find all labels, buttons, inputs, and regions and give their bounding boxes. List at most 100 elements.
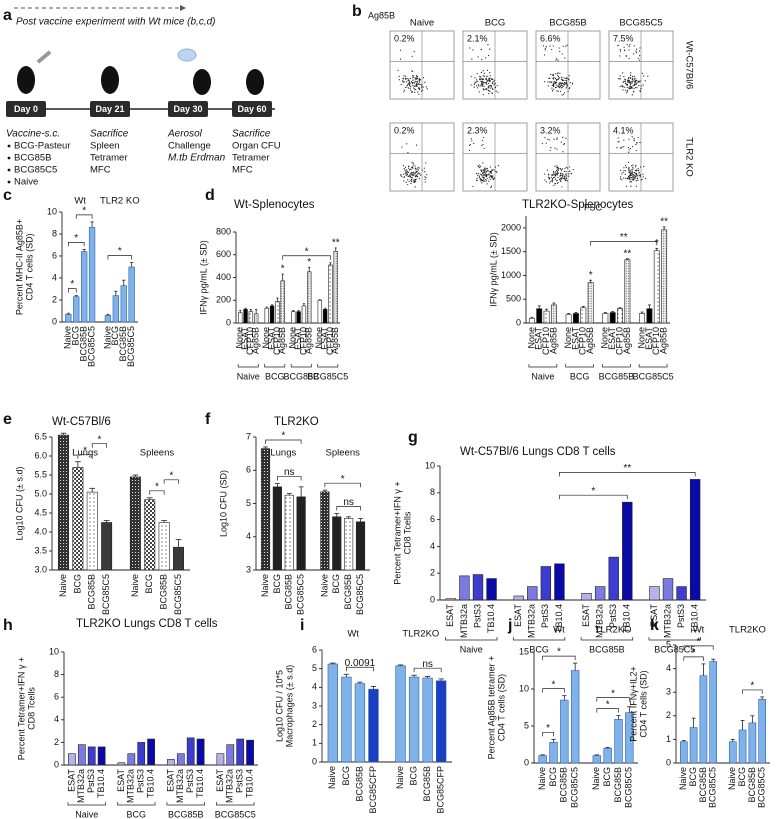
group-label: BCG85C5 xyxy=(215,809,256,819)
event-dot xyxy=(486,167,488,170)
y-tick-label: 2 xyxy=(52,294,57,304)
event-dot xyxy=(470,138,472,140)
event-dot xyxy=(563,170,566,172)
significance-bracket xyxy=(324,482,361,488)
event-dot xyxy=(620,147,622,149)
event-dot xyxy=(470,84,472,86)
event-dot xyxy=(556,79,558,82)
bar xyxy=(275,301,280,324)
bar xyxy=(408,676,420,763)
event-dot xyxy=(633,53,635,55)
event-dot xyxy=(569,166,571,168)
event-dot xyxy=(473,142,475,145)
bar xyxy=(322,309,328,324)
event-dot xyxy=(408,167,410,169)
event-dot xyxy=(486,75,488,77)
y-tick-label: 0 xyxy=(524,757,529,767)
event-dot xyxy=(641,72,643,74)
event-dot xyxy=(413,50,415,53)
event-dot xyxy=(415,88,417,91)
bar xyxy=(649,586,660,601)
x-tick-label: BCG85CFP xyxy=(368,766,378,814)
event-dot xyxy=(484,88,486,90)
x-tick-label: BCG xyxy=(110,326,120,346)
event-dot xyxy=(628,57,630,60)
event-dot xyxy=(548,174,550,176)
event-dot xyxy=(557,168,559,170)
x-tick-label: TB10.4 xyxy=(622,604,632,633)
event-dot xyxy=(408,166,410,168)
event-dot xyxy=(572,169,575,171)
event-dot xyxy=(553,81,555,83)
event-dot xyxy=(634,81,636,83)
event-dot xyxy=(418,80,421,82)
event-dot xyxy=(474,81,476,83)
x-tick-label: Naive xyxy=(537,767,547,790)
x-tick-label: ESAT xyxy=(570,327,580,350)
event-dot xyxy=(628,87,630,89)
event-dot xyxy=(550,174,553,176)
x-tick-label: ESAT xyxy=(644,327,654,350)
event-dot xyxy=(414,186,416,188)
bar xyxy=(128,266,135,323)
event-dot xyxy=(629,85,631,88)
event-dot xyxy=(629,76,631,78)
bar xyxy=(127,753,136,766)
event-dot xyxy=(556,90,558,92)
event-dot xyxy=(418,177,421,180)
significance-bracket xyxy=(590,240,658,246)
event-dot xyxy=(642,84,644,86)
x-tick-label: BCG xyxy=(72,574,82,594)
event-dot xyxy=(620,178,622,180)
event-dot xyxy=(635,144,637,146)
event-dot xyxy=(549,182,551,184)
event-dot xyxy=(489,90,491,92)
timeline-text: Spleen xyxy=(90,141,120,152)
event-dot xyxy=(407,175,410,177)
event-dot xyxy=(554,178,556,180)
event-dot xyxy=(623,46,625,49)
x-tick-label: BCG85B xyxy=(698,767,708,803)
event-dot xyxy=(564,57,566,59)
event-dot xyxy=(415,75,418,77)
event-dot xyxy=(420,85,423,87)
timeline-text: BCG85C5 xyxy=(14,165,57,176)
event-dot xyxy=(566,44,568,46)
event-dot xyxy=(624,86,626,88)
x-tick-label: CFP10 xyxy=(325,327,335,355)
event-dot xyxy=(556,166,559,168)
significance-label: * xyxy=(82,206,86,217)
event-dot xyxy=(493,79,495,81)
event-dot xyxy=(616,147,618,149)
day-box xyxy=(168,101,208,117)
event-dot xyxy=(479,176,481,179)
day-label: Day 30 xyxy=(173,104,202,114)
event-dot xyxy=(568,79,570,81)
event-dot xyxy=(623,169,625,172)
x-tick-label: MTB32a xyxy=(225,769,235,803)
event-dot xyxy=(492,78,494,81)
event-dot xyxy=(490,172,492,174)
bar xyxy=(738,729,747,764)
y-tick-label: 5 xyxy=(312,663,317,673)
event-dot xyxy=(560,78,563,80)
event-dot xyxy=(484,167,486,169)
event-dot xyxy=(558,77,560,80)
event-dot xyxy=(624,80,627,82)
bar xyxy=(264,307,269,324)
event-dot xyxy=(638,50,640,52)
bar xyxy=(284,494,294,571)
bar xyxy=(435,680,447,763)
event-dot xyxy=(565,166,567,168)
event-dot xyxy=(420,90,423,92)
bar xyxy=(592,755,602,764)
group-bracket xyxy=(290,364,312,368)
bullet xyxy=(7,168,11,172)
bar xyxy=(87,746,96,766)
percent-label: 3.2% xyxy=(540,125,561,135)
event-dot xyxy=(633,172,636,174)
event-dot xyxy=(483,180,485,182)
event-dot xyxy=(557,86,559,88)
y-axis-label: CD4 T cells (SD) xyxy=(638,670,648,737)
event-dot xyxy=(635,79,637,82)
